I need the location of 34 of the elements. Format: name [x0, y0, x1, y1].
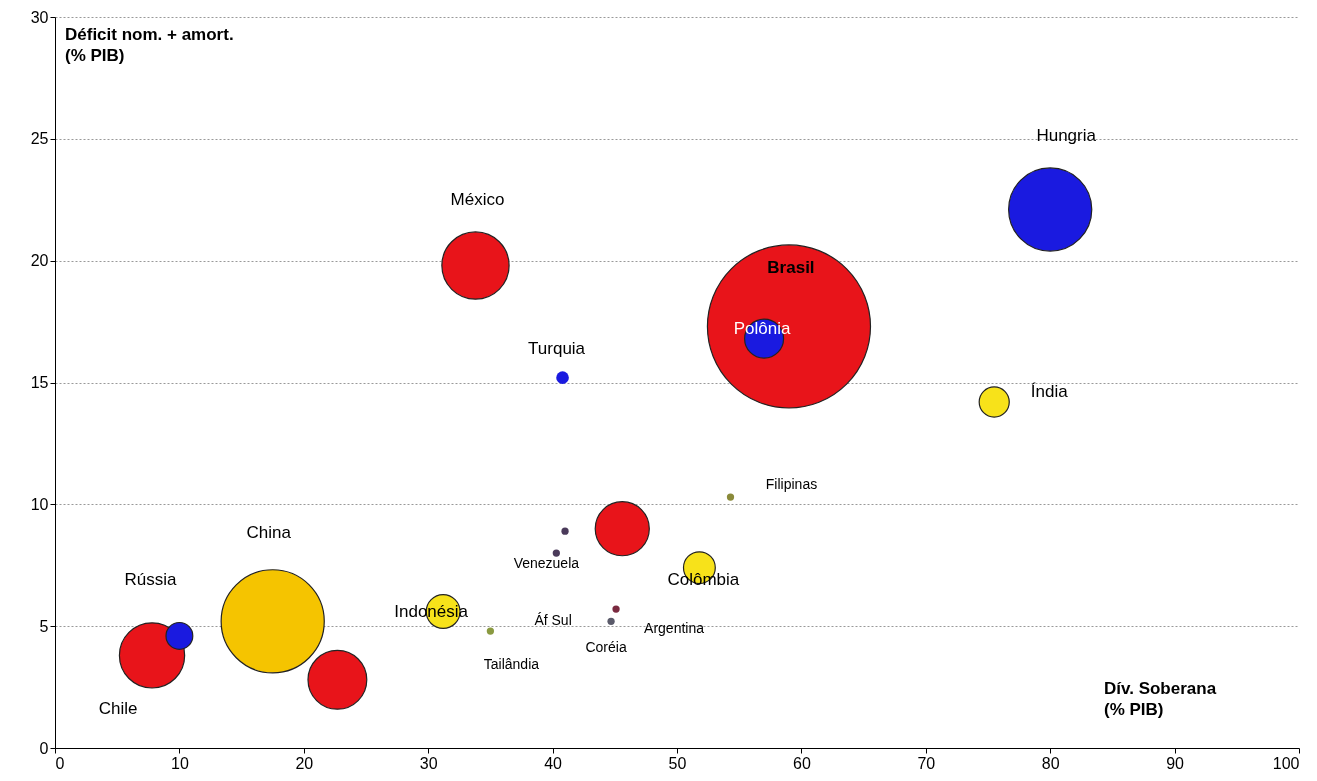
x-tick-label: 80: [1041, 754, 1060, 772]
annotation: Chile: [98, 699, 138, 719]
x-tick-label: 30: [419, 754, 438, 772]
x-tick-label: 20: [295, 754, 314, 772]
annotation: Índia: [1030, 381, 1069, 401]
annotation: Rússia: [124, 569, 177, 589]
annotation: Argentina: [644, 620, 705, 637]
annotation: Filipinas: [765, 476, 818, 493]
y-tick-label: 25: [30, 130, 49, 148]
x-tick-label: 60: [793, 754, 811, 772]
annotation: Coréia: [585, 639, 627, 656]
y-tick-label: 5: [39, 617, 49, 635]
annotation: Turquia: [528, 338, 586, 358]
y-axis-title: Déficit nom. + amort. (% PIB): [65, 25, 234, 65]
x-tick-label: 70: [917, 754, 936, 772]
y-tick-label: 20: [30, 252, 49, 270]
x-tick-label: 90: [1166, 754, 1185, 772]
annotation: Venezuela: [513, 555, 580, 572]
x-tick-label: 0: [55, 754, 65, 772]
annotation: Brasil: [767, 258, 815, 278]
x-tick-label: 40: [544, 754, 563, 772]
annotation: Hungria: [1036, 126, 1097, 146]
annotation: China: [246, 523, 292, 543]
x-axis-title: Dív. Soberana (% PIB): [1104, 679, 1217, 719]
y-tick-label: 30: [30, 8, 49, 26]
x-tick-label: 10: [171, 754, 189, 772]
x-tick-label: 50: [668, 754, 687, 772]
x-tick-label: 100: [1272, 754, 1300, 772]
annotation: Áf Sul: [534, 612, 572, 629]
y-tick-label: 0: [39, 739, 49, 757]
y-tick-label: 15: [30, 374, 49, 391]
annotation: Tailândia: [483, 656, 540, 673]
annotation: México: [450, 189, 505, 209]
y-tick-label: 10: [30, 495, 49, 513]
